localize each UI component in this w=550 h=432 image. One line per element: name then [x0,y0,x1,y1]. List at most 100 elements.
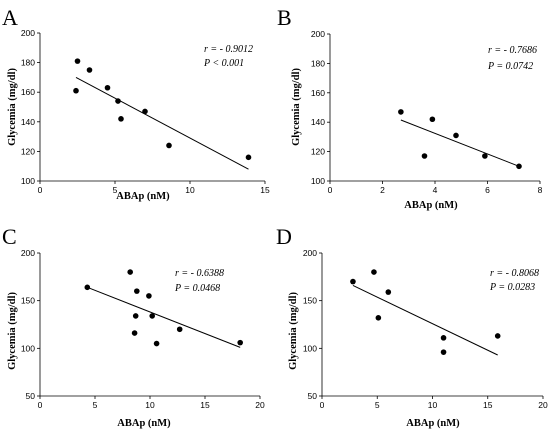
y-tick-label: 100 [303,343,317,353]
data-point [146,293,152,299]
y-tick-label: 140 [311,117,325,127]
y-tick-label: 180 [311,58,325,68]
x-axis-title: ABAp (nM) [116,191,170,202]
x-tick-label: 0 [328,185,333,195]
x-tick-label: 5 [93,400,98,410]
panel-letter: A [2,5,18,30]
data-point [494,333,501,339]
y-tick-label: 50 [26,391,36,401]
x-axis-title: ABAp (nM) [406,418,460,429]
y-tick-label: 160 [21,87,35,97]
y-axis-title: Glycemia (mg/dl) [7,292,18,370]
x-tick-label: 15 [200,400,210,410]
regression-line [400,119,520,167]
r-value: r = - 0.7686 [488,45,537,56]
data-point [149,313,155,319]
data-point [482,153,488,159]
p-value: P = 0.0283 [489,282,535,293]
data-point [398,109,404,115]
data-point [132,313,139,319]
x-tick-label: 0 [38,400,43,410]
r-value: r = - 0.9012 [204,44,253,55]
regression-line [352,284,498,356]
x-tick-label: 20 [255,400,265,410]
data-point [134,288,140,294]
data-point [73,87,79,94]
p-value: P = 0.0742 [487,61,533,72]
x-tick-label: 2 [380,185,385,195]
panel-letter: D [276,224,292,249]
data-point [421,153,428,159]
data-point [142,108,148,115]
panel-letter: C [2,224,17,249]
panel-b: B ABAp (nM) Glycemia (mg/dl) r = - 0.768… [277,5,543,211]
x-tick-label: 10 [428,400,438,410]
y-axis-title: Glycemia (mg/dl) [291,68,302,146]
y-axis-title: Glycemia (mg/dl) [288,292,299,370]
data-point [385,289,392,295]
y-axis-title: Glycemia (mg/dl) [7,68,18,146]
data-point [176,326,183,333]
regression-line [87,286,241,348]
data-point [440,349,447,355]
y-tick-label: 120 [311,147,325,157]
y-tick-label: 200 [303,248,317,258]
data-point [74,58,81,64]
data-point [453,132,459,139]
x-tick-label: 20 [538,400,548,410]
data-point [375,315,382,321]
data-point [429,116,436,123]
data-point [115,98,121,104]
y-tick-label: 100 [21,176,35,186]
y-tick-label: 140 [21,117,35,127]
x-tick-label: 0 [320,400,325,410]
y-tick-label: 100 [21,343,35,353]
y-tick-label: 150 [303,296,317,306]
y-tick-label: 100 [311,176,325,186]
x-tick-label: 8 [538,185,543,195]
y-tick-label: 200 [21,248,35,258]
x-tick-label: 15 [260,185,270,195]
regression-line [75,76,249,170]
x-tick-label: 6 [485,185,490,195]
y-tick-label: 160 [311,88,325,98]
data-point [104,84,111,91]
y-tick-label: 180 [21,58,35,68]
data-point [245,154,252,161]
panel-d: D ABAp (nM) Glycemia (mg/dl) r = - 0.806… [276,224,548,429]
y-tick-label: 150 [21,296,35,306]
x-axis-title: ABAp (nM) [404,200,458,211]
data-point [86,67,93,73]
y-tick-label: 200 [21,28,35,38]
y-tick-label: 200 [311,29,325,39]
panel-a: A ABAp (nM) Glycemia (mg/dl) r = - 0.901… [2,5,270,202]
r-value: r = - 0.6388 [175,268,224,279]
data-point [516,163,522,170]
data-point [127,269,133,275]
data-point [118,116,124,122]
data-point [153,340,160,347]
data-point [131,330,138,336]
y-tick-label: 120 [21,146,35,156]
x-tick-label: 15 [483,400,493,410]
panel-c: C ABAp (nM) Glycemia (mg/dl) r = - 0.638… [2,224,265,429]
x-tick-label: 4 [433,185,438,195]
x-tick-label: 10 [185,185,195,195]
panel-letter: B [277,5,292,30]
data-point [371,269,377,275]
x-tick-label: 0 [38,185,43,195]
data-point [237,339,243,346]
data-point [84,284,91,291]
y-tick-label: 50 [308,391,318,401]
x-tick-label: 10 [145,400,155,410]
r-value: r = - 0.8068 [490,268,539,279]
x-tick-label: 5 [375,400,380,410]
p-value: P < 0.001 [203,58,244,69]
data-point [166,142,172,149]
data-point [350,278,356,285]
p-value: P = 0.0468 [174,283,220,294]
x-axis-title: ABAp (nM) [117,418,171,429]
data-point [440,335,447,341]
x-tick-label: 5 [113,185,118,195]
